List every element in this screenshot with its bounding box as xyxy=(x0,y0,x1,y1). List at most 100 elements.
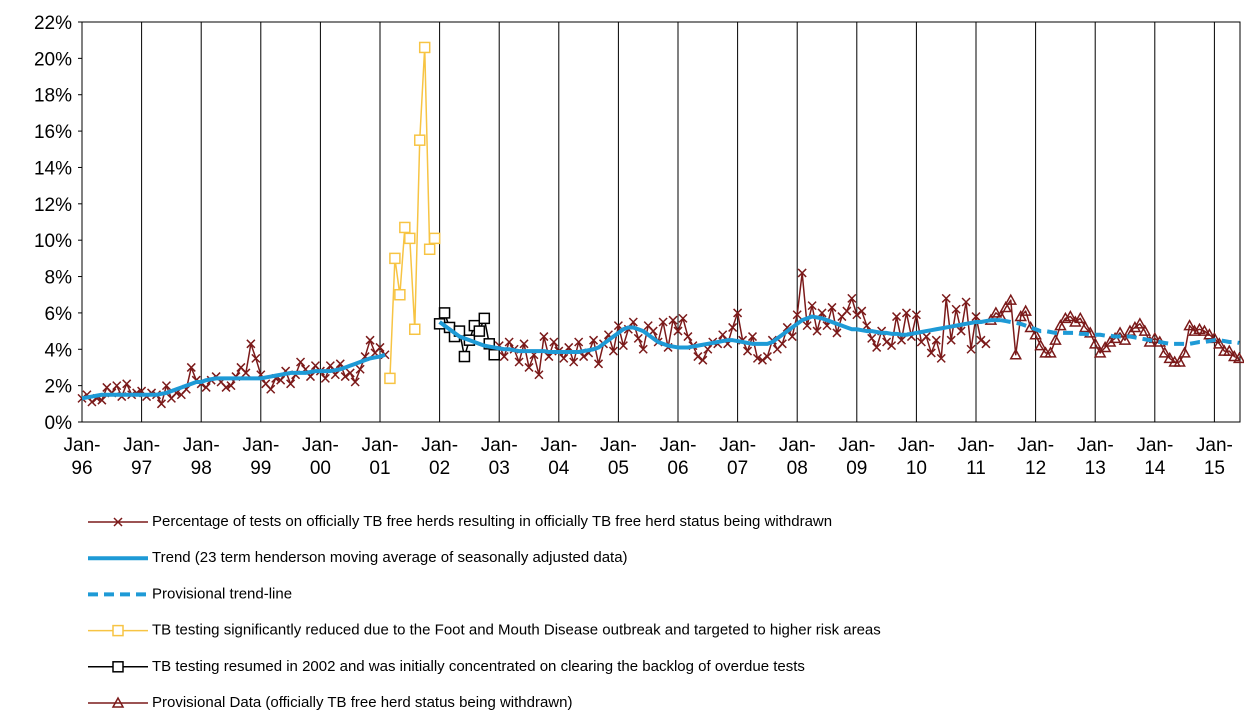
marker xyxy=(946,335,956,345)
marker xyxy=(113,517,123,527)
marker xyxy=(161,381,171,391)
marker xyxy=(852,310,862,320)
marker xyxy=(1078,320,1092,333)
marker xyxy=(926,348,936,358)
legend-label: TB testing resumed in 2002 and was initi… xyxy=(152,658,805,675)
marker xyxy=(762,352,772,362)
marker xyxy=(589,335,599,345)
marker xyxy=(1088,337,1102,349)
x-tick-label: Jan-01 xyxy=(362,435,399,479)
marker xyxy=(896,335,907,345)
marker xyxy=(976,335,986,345)
marker xyxy=(857,306,867,316)
marker xyxy=(752,353,762,363)
marker xyxy=(504,337,514,347)
marker xyxy=(384,372,396,385)
y-tick-label: 2% xyxy=(45,377,73,398)
marker xyxy=(499,352,509,362)
marker xyxy=(428,232,441,245)
marker xyxy=(872,342,882,352)
marker xyxy=(812,326,822,336)
marker xyxy=(1029,328,1042,340)
marker xyxy=(648,326,658,336)
marker xyxy=(757,355,767,365)
marker xyxy=(832,328,842,338)
marker xyxy=(594,359,604,369)
y-tick-label: 6% xyxy=(45,304,73,325)
y-tick-label: 16% xyxy=(34,122,72,143)
marker xyxy=(473,325,486,337)
marker xyxy=(802,321,812,331)
marker xyxy=(519,339,529,349)
marker xyxy=(1004,293,1018,305)
marker xyxy=(1009,348,1023,360)
marker xyxy=(673,326,683,336)
x-tick-label: Jan-14 xyxy=(1136,435,1173,479)
marker xyxy=(1019,304,1032,316)
marker xyxy=(156,399,166,409)
marker xyxy=(668,315,678,325)
marker xyxy=(911,310,921,320)
legend-label: Percentage of tests on officially TB fre… xyxy=(152,513,832,530)
marker xyxy=(921,332,931,342)
marker xyxy=(221,382,231,392)
marker xyxy=(241,368,251,378)
marker xyxy=(931,335,941,345)
marker xyxy=(951,304,961,314)
series-line xyxy=(81,314,1001,401)
marker xyxy=(1128,320,1142,333)
marker xyxy=(827,302,837,312)
marker xyxy=(112,661,124,673)
marker xyxy=(678,313,688,323)
marker xyxy=(409,323,421,336)
marker xyxy=(608,346,618,356)
marker xyxy=(365,335,375,345)
marker xyxy=(286,379,296,389)
y-tick-label: 18% xyxy=(34,86,72,107)
marker xyxy=(1163,351,1176,364)
marker xyxy=(693,352,703,362)
marker xyxy=(478,312,491,325)
marker xyxy=(787,332,797,342)
series-line xyxy=(1000,318,1240,346)
x-tick-label: Jan-03 xyxy=(481,435,518,479)
series-line xyxy=(389,46,436,379)
x-tick-label: Jan-13 xyxy=(1077,435,1114,479)
marker xyxy=(514,357,524,367)
legend-label: Provisional Data (officially TB free her… xyxy=(152,694,572,711)
marker xyxy=(458,350,471,363)
marker xyxy=(698,355,708,365)
marker xyxy=(418,41,431,54)
x-tick-label: Jan-12 xyxy=(1017,435,1054,479)
marker xyxy=(375,342,385,352)
y-tick-label: 12% xyxy=(34,195,72,216)
marker xyxy=(345,368,355,378)
marker xyxy=(112,381,122,391)
x-tick-label: Jan-07 xyxy=(719,435,756,479)
marker xyxy=(1178,346,1191,358)
marker xyxy=(1223,344,1236,356)
marker xyxy=(1203,328,1216,340)
marker xyxy=(77,393,87,403)
y-tick-label: 22% xyxy=(34,13,72,34)
marker xyxy=(892,312,902,322)
marker xyxy=(999,300,1013,313)
legend-label: TB testing significantly reduced due to … xyxy=(152,622,881,639)
marker xyxy=(989,306,1003,318)
y-tick-label: 20% xyxy=(34,49,72,70)
marker xyxy=(1064,310,1077,322)
marker xyxy=(618,341,628,351)
x-tick-label: Jan-05 xyxy=(600,435,637,479)
marker xyxy=(1118,333,1132,345)
marker xyxy=(981,339,991,349)
y-tick-label: 0% xyxy=(45,413,73,434)
marker xyxy=(613,321,623,331)
marker xyxy=(1133,317,1147,329)
marker xyxy=(569,357,579,367)
marker xyxy=(186,362,196,372)
x-tick-label: Jan-10 xyxy=(898,435,935,479)
marker xyxy=(1227,350,1241,362)
marker xyxy=(683,332,693,342)
x-tick-label: Jan-00 xyxy=(302,435,339,479)
x-tick-label: Jan-96 xyxy=(64,435,101,479)
